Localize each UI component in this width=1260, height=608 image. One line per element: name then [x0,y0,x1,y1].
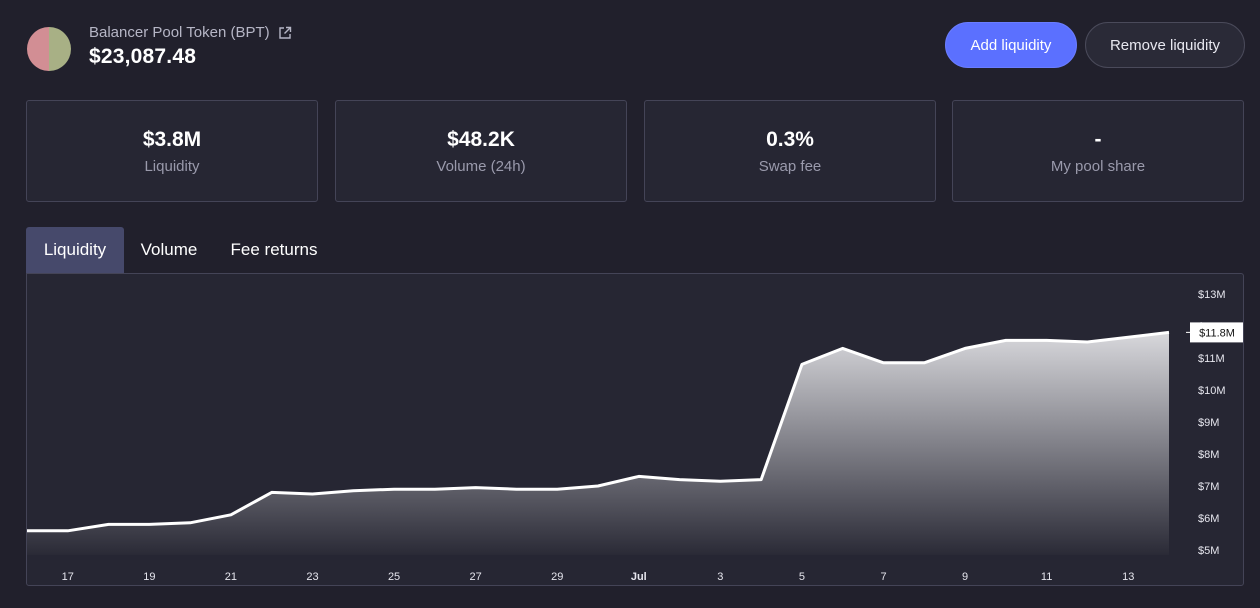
y-tick-label: $6M [1198,513,1219,525]
x-tick-label: 17 [62,571,74,583]
x-tick-label: 21 [225,571,237,583]
y-tick-label: $7M [1198,481,1219,493]
last-value-label: $11.8M [1199,327,1235,339]
x-tick-label: 13 [1122,571,1134,583]
y-tick-label: $9M [1198,417,1219,429]
x-tick-label: 23 [306,571,318,583]
y-tick-label: $8M [1198,449,1219,461]
x-tick-label: 27 [470,571,482,583]
stat-value: $48.2K [447,127,515,151]
stat-card-swap-fee: 0.3% Swap fee [644,100,936,202]
stat-card-volume: $48.2K Volume (24h) [335,100,627,202]
stat-value: - [1094,127,1102,151]
token-balance: $23,087.48 [89,45,197,68]
external-link-icon[interactable] [278,26,292,40]
tab-liquidity[interactable]: Liquidity [26,227,124,273]
stat-label: Swap fee [758,157,822,175]
x-tick-label: 19 [143,571,155,583]
y-tick-label: $13M [1198,289,1226,301]
stat-label: My pool share [1050,157,1146,175]
tab-fee-returns[interactable]: Fee returns [230,240,318,259]
y-tick-label: $11M [1198,353,1225,365]
x-tick-label: 29 [551,571,563,583]
token-name-row: Balancer Pool Token (BPT) [89,24,292,41]
stat-card-liquidity: $3.8M Liquidity [26,100,318,202]
y-tick-label: $10M [1198,385,1226,397]
add-liquidity-button[interactable]: Add liquidity [945,22,1077,68]
stat-card-pool-share: - My pool share [952,100,1244,202]
last-value-badge [1190,322,1243,343]
x-tick-label: 11 [1041,571,1052,583]
avatar-left-half [27,27,49,71]
x-tick-label: 25 [388,571,400,583]
stat-value: $3.8M [142,127,202,151]
stat-label: Liquidity [144,157,200,175]
x-tick-label: 9 [962,571,968,583]
avatar-right-half [49,27,71,71]
x-tick-label: Jul [631,571,647,583]
token-avatar [27,27,71,71]
x-tick-label: 5 [799,571,805,583]
x-tick-label: 7 [880,571,886,583]
stat-label: Volume (24h) [436,157,526,175]
tab-volume[interactable]: Volume [140,240,198,259]
chart-series-line [27,330,1170,533]
y-tick-label: $5M [1198,545,1219,557]
token-name: Balancer Pool Token (BPT) [89,24,270,41]
x-tick-label: 3 [717,571,723,583]
chart-tabs: Liquidity Volume Fee returns [26,227,334,273]
remove-liquidity-button[interactable]: Remove liquidity [1085,22,1245,68]
liquidity-chart: $5M$6M$7M$8M$9M$10M$11M$12M$13M 17192123… [27,289,1243,583]
liquidity-chart-panel: $5M$6M$7M$8M$9M$10M$11M$12M$13M 17192123… [26,273,1244,586]
chart-area-fill [27,332,1169,555]
stat-value: 0.3% [766,127,814,151]
